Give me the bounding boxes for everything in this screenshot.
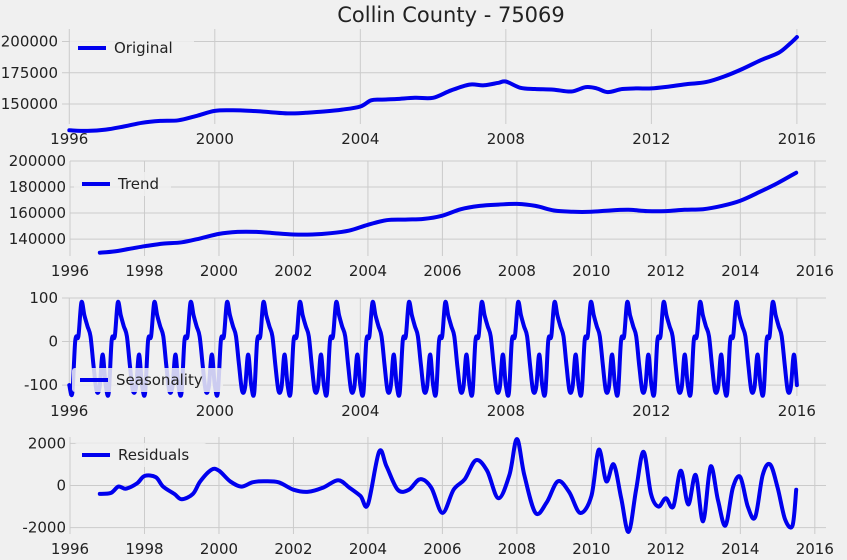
legend-box — [70, 36, 194, 60]
x-tick-label: 1998 — [125, 262, 163, 280]
x-tick-label: 2000 — [196, 402, 234, 420]
y-tick-label: 200000 — [1, 33, 58, 51]
x-tick-label: 2004 — [349, 540, 387, 558]
x-tick-label: 2016 — [796, 540, 834, 558]
x-tick-label: 2006 — [423, 540, 461, 558]
x-tick-label: 1996 — [51, 540, 89, 558]
series-line-original — [67, 35, 799, 133]
subplot-4: 1996 1998 2000 2002 2004 2006 2008 2010 2012 2014… — [22, 434, 834, 558]
subplot-3: 1996 2000 2004 2008 2012 2016 -100 0 100 Seasonal… — [24, 289, 826, 420]
x-tick-label: 2012 — [632, 402, 670, 420]
x-tick-label: 2004 — [349, 262, 387, 280]
x-tick-label: 1996 — [50, 402, 88, 420]
legend-box — [72, 368, 223, 392]
x-tick-label: 2002 — [274, 540, 312, 558]
y-tick-label: 150000 — [1, 95, 58, 113]
x-tick-label: 2016 — [778, 402, 816, 420]
y-tick-label: -2000 — [22, 519, 66, 537]
legend-seasonality: Seasonality — [72, 368, 223, 392]
legend-trend: Trend — [74, 172, 171, 196]
x-tick-label: 1998 — [125, 540, 163, 558]
x-tick-label: 1996 — [50, 130, 88, 148]
y-tick-label: 0 — [56, 477, 66, 495]
legend-label: Original — [114, 39, 173, 57]
series-line-residuals — [97, 437, 799, 534]
y-tick-label: 0 — [48, 333, 58, 351]
y-tick-label: 200000 — [9, 152, 66, 170]
series-line-trend — [97, 170, 799, 255]
x-tick-label: 2010 — [572, 540, 610, 558]
x-tick-label: 2000 — [196, 130, 234, 148]
x-tick-label: 2004 — [341, 130, 379, 148]
x-tick-label: 2004 — [341, 402, 379, 420]
legend-label: Trend — [117, 175, 159, 193]
x-tick-label: 2008 — [487, 402, 525, 420]
x-tick-label: 2008 — [498, 540, 536, 558]
figure-title: Collin County - 75069 — [337, 3, 565, 27]
y-tick-label: -100 — [24, 376, 58, 394]
x-tick-label: 2016 — [796, 262, 834, 280]
legend-box — [74, 443, 207, 467]
x-tick-label: 2008 — [487, 130, 525, 148]
y-tick-label: 140000 — [9, 230, 66, 248]
legend-box — [74, 172, 171, 196]
subplot-1: 1996 2000 2004 2008 2012 2016 150000 175000 2000… — [1, 29, 826, 148]
y-tick-label: 175000 — [1, 64, 58, 82]
x-tick-label: 2008 — [498, 262, 536, 280]
x-tick-label: 2012 — [632, 130, 670, 148]
x-tick-label: 2014 — [721, 540, 759, 558]
legend-original: Original — [70, 36, 194, 60]
x-tick-label: 2014 — [721, 262, 759, 280]
y-tick-label: 100 — [29, 289, 58, 307]
y-tick-label: 160000 — [9, 204, 66, 222]
x-tick-label: 2016 — [778, 130, 816, 148]
subplot-2: 1996 1998 2000 2002 2004 2006 2008 2010 2012 2014… — [9, 152, 834, 280]
y-tick-label: 180000 — [9, 178, 66, 196]
series-line-seasonality — [67, 299, 799, 398]
x-tick-label: 1996 — [51, 262, 89, 280]
x-tick-label: 2012 — [647, 262, 685, 280]
legend-residuals: Residuals — [74, 443, 207, 467]
y-tick-label: 2000 — [28, 434, 66, 452]
subplot-panels: 1996 2000 2004 2008 2012 2016 150000 175000 2000… — [1, 29, 834, 558]
legend-label: Residuals — [118, 446, 189, 464]
x-tick-label: 2000 — [200, 540, 238, 558]
x-tick-label: 2010 — [572, 262, 610, 280]
x-tick-label: 2002 — [274, 262, 312, 280]
x-tick-label: 2006 — [423, 262, 461, 280]
x-tick-label: 2000 — [200, 262, 238, 280]
legend-label: Seasonality — [116, 371, 203, 389]
x-tick-label: 2012 — [647, 540, 685, 558]
